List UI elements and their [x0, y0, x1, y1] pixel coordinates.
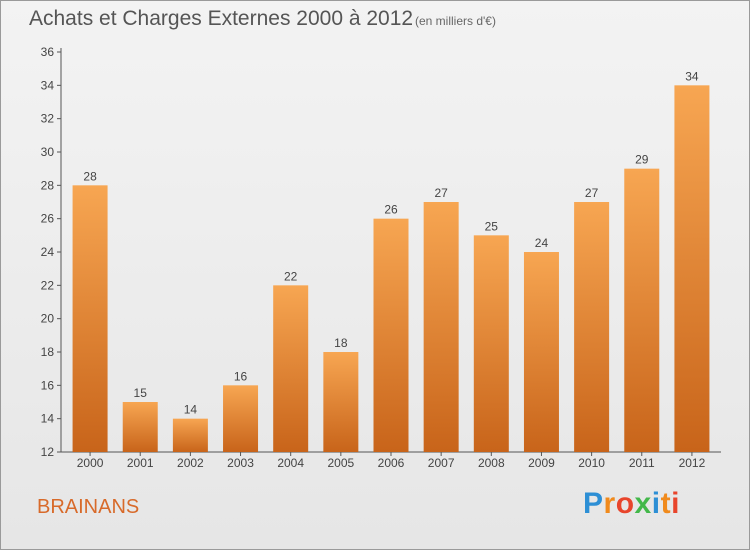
logo-letter: i [651, 487, 661, 520]
y-tick-label: 18 [41, 345, 55, 359]
x-tick-label: 2009 [528, 456, 555, 470]
y-tick-label: 30 [41, 145, 55, 159]
x-tick-label: 2010 [578, 456, 605, 470]
x-tick-label: 2011 [629, 456, 655, 470]
y-tick-label: 24 [41, 245, 55, 259]
logo-letter: r [603, 487, 616, 520]
proxiti-logo: Proxiti [583, 487, 680, 521]
bar [674, 85, 710, 452]
logo-letter: P [583, 487, 604, 520]
logo-letter: t [660, 487, 672, 520]
x-tick-label: 2001 [127, 456, 154, 470]
bar [122, 402, 158, 452]
data-label: 16 [234, 369, 248, 383]
data-label: 18 [334, 336, 348, 350]
y-tick-label: 34 [41, 78, 55, 92]
data-label: 26 [384, 203, 398, 217]
x-tick-label: 2004 [277, 456, 304, 470]
y-tick-label: 32 [41, 112, 55, 126]
bar [523, 252, 559, 452]
y-tick-label: 14 [41, 412, 55, 426]
data-label: 27 [585, 186, 599, 200]
x-tick-label: 2005 [327, 456, 354, 470]
data-label: 28 [83, 169, 97, 183]
y-tick-label: 22 [41, 278, 55, 292]
x-tick-label: 2012 [679, 456, 706, 470]
bar [473, 235, 509, 452]
chart-title: Achats et Charges Externes 2000 à 2012 [29, 7, 414, 30]
logo-letter: i [671, 487, 680, 520]
data-label: 14 [184, 403, 198, 417]
unit-label: (en milliers d'€) [415, 14, 496, 28]
y-tick-label: 36 [41, 45, 55, 59]
y-tick-label: 16 [41, 378, 55, 392]
x-tick-label: 2008 [478, 456, 505, 470]
data-label: 15 [134, 386, 148, 400]
logo-letter: o [615, 487, 635, 520]
x-tick-label: 2003 [227, 456, 254, 470]
bar [72, 185, 108, 453]
bar [273, 285, 309, 452]
bar [223, 385, 259, 452]
x-tick-label: 2002 [177, 456, 204, 470]
bar [323, 352, 359, 452]
y-tick-label: 20 [41, 312, 55, 326]
x-tick-label: 2006 [378, 456, 405, 470]
data-label: 22 [284, 269, 298, 283]
y-tick-label: 12 [41, 445, 55, 459]
bar [373, 218, 409, 452]
bar [423, 202, 459, 452]
bar [172, 418, 208, 452]
x-tick-label: 2007 [428, 456, 455, 470]
bar [574, 202, 610, 452]
x-tick-label: 2000 [77, 456, 104, 470]
bar [624, 168, 660, 452]
data-label: 34 [685, 69, 699, 83]
data-label: 29 [635, 153, 649, 167]
y-tick-label: 26 [41, 212, 55, 226]
data-label: 25 [485, 219, 499, 233]
data-label: 27 [434, 186, 448, 200]
y-tick-label: 28 [41, 178, 55, 192]
data-label: 24 [535, 236, 549, 250]
place-name: BRAINANS [37, 496, 140, 518]
logo-letter: x [634, 487, 652, 520]
